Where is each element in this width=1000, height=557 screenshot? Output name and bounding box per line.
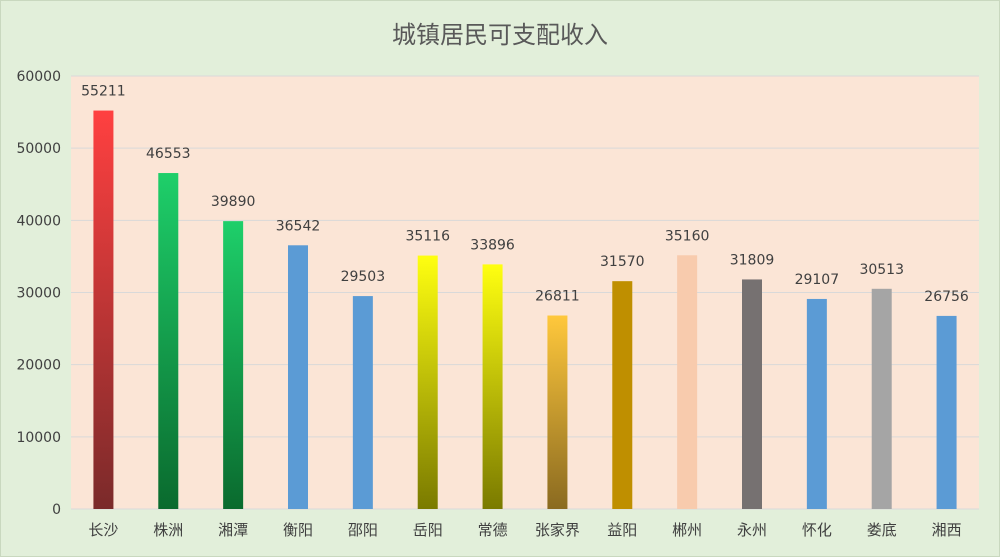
x-axis-categories: 长沙 株洲 湘潭 衡阳 邵阳 岳阳 常德 张家界 益阳 郴州 永州 怀化 娄底 湘西 (88, 521, 961, 539)
data-label: 35116 (405, 229, 450, 245)
bar-3 (288, 245, 308, 509)
category-label: 衡阳 (283, 521, 313, 539)
data-label: 35160 (665, 228, 710, 244)
y-tick-label: 50000 (16, 141, 61, 157)
bars (93, 110, 957, 510)
data-labels: 55211 46553 39890 36542 29503 35116 33896 26811… (81, 84, 969, 305)
category-label: 邵阳 (348, 521, 378, 539)
data-label: 31570 (600, 254, 645, 270)
category-label: 常德 (478, 521, 508, 539)
y-tick-label: 30000 (16, 286, 61, 302)
data-label: 39890 (211, 194, 256, 210)
category-label: 益阳 (607, 521, 637, 539)
bar-12 (871, 288, 892, 509)
bar-7 (547, 315, 568, 509)
chart-title: 城镇居民可支配收入 (392, 21, 608, 49)
data-label: 36542 (276, 218, 321, 234)
bar-2 (223, 221, 244, 509)
data-label: 31809 (730, 252, 775, 268)
category-label: 岳阳 (413, 521, 443, 539)
data-label: 30513 (859, 262, 904, 278)
category-label: 张家界 (535, 521, 580, 539)
category-label: 长沙 (88, 521, 118, 539)
data-label: 26811 (535, 289, 580, 305)
category-label: 郴州 (672, 521, 702, 539)
category-label: 永州 (737, 521, 767, 539)
category-label: 娄底 (867, 521, 897, 539)
data-label: 33896 (470, 237, 515, 253)
data-label: 55211 (81, 84, 126, 100)
data-label: 29503 (341, 269, 386, 285)
data-label: 29107 (795, 272, 840, 288)
data-label: 26756 (924, 289, 969, 305)
y-tick-label: 0 (52, 502, 61, 518)
category-label: 株洲 (153, 521, 183, 539)
category-label: 湘潭 (218, 521, 248, 539)
bar-4 (352, 296, 373, 509)
gridlines (71, 75, 979, 510)
y-tick-label: 10000 (16, 430, 61, 446)
bar-13 (936, 315, 957, 509)
bar-10 (742, 279, 762, 509)
category-label: 怀化 (802, 521, 832, 539)
bar-6 (482, 264, 503, 509)
bar-5 (417, 255, 438, 509)
bar-8 (612, 281, 633, 509)
bar-11 (806, 298, 827, 509)
y-axis-ticks: 0 10000 20000 30000 40000 50000 60000 (16, 69, 61, 518)
bar-1 (158, 173, 179, 509)
category-label: 湘西 (932, 521, 962, 539)
bar-9 (677, 255, 698, 509)
data-label: 46553 (146, 146, 191, 162)
y-tick-label: 60000 (16, 69, 61, 85)
y-tick-label: 40000 (16, 213, 61, 229)
y-tick-label: 20000 (16, 358, 61, 374)
bar-0 (93, 110, 114, 510)
